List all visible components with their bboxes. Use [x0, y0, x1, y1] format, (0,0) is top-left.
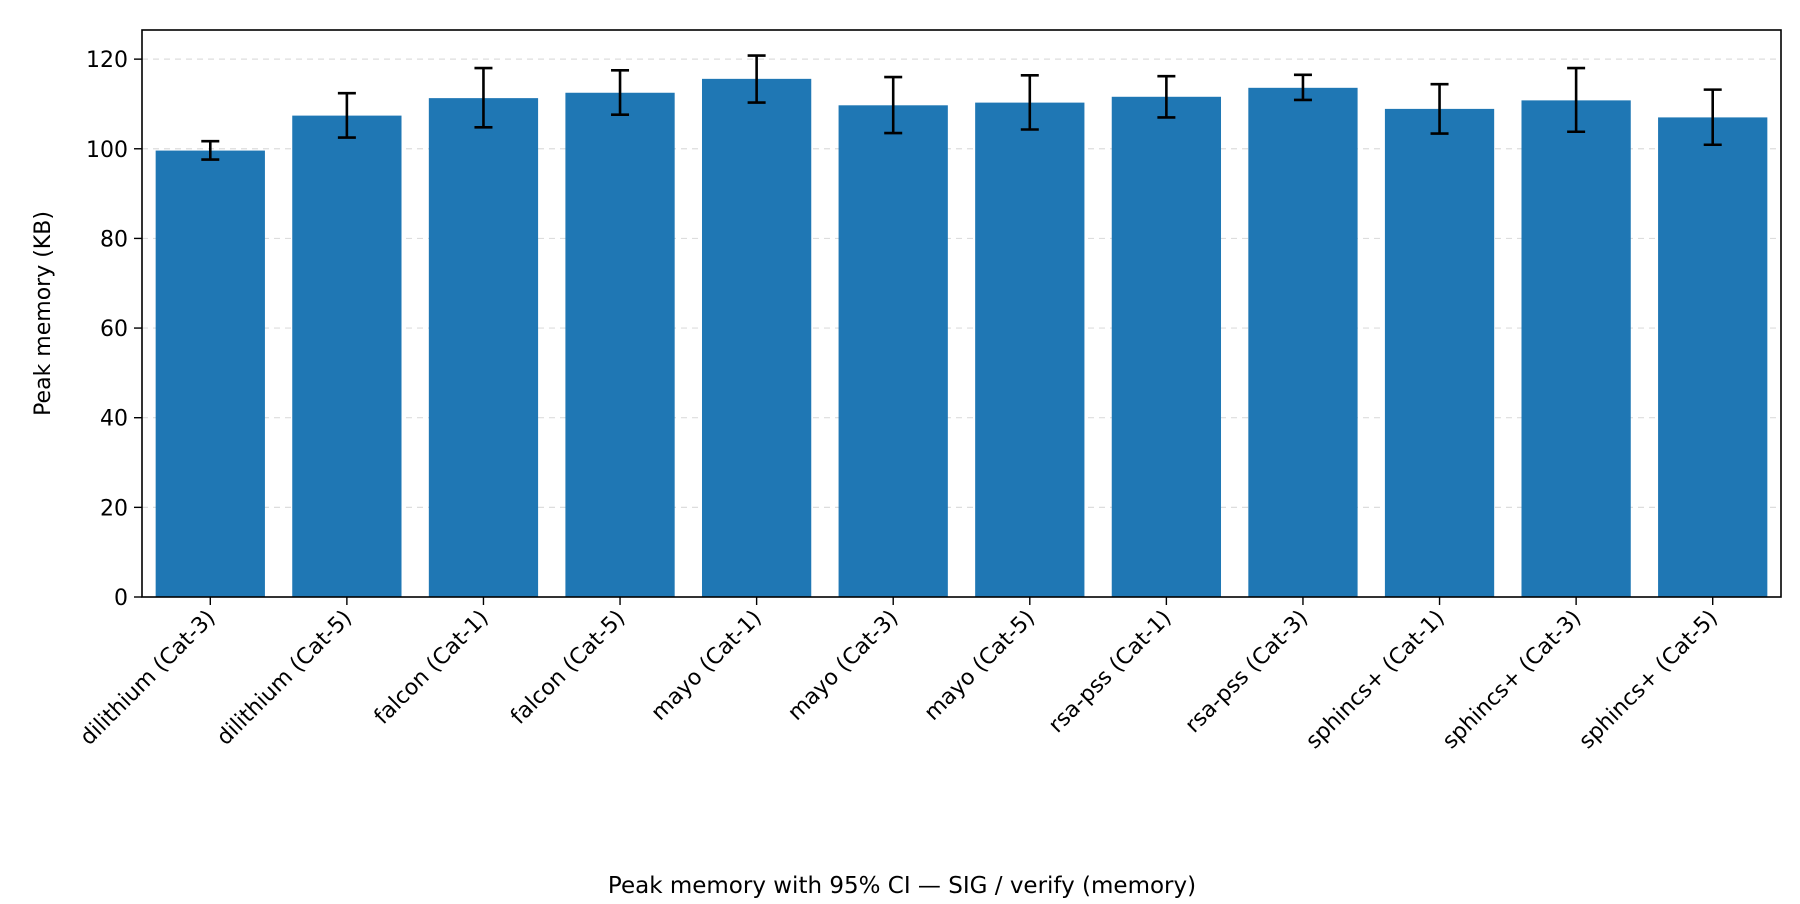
bar	[1248, 87, 1358, 597]
bars	[155, 78, 1768, 598]
bar	[1111, 96, 1222, 598]
chart-caption: Peak memory with 95% CI — SIG / verify (…	[608, 873, 1196, 899]
x-tick-label: falcon (Cat-5)	[506, 606, 630, 730]
bar	[428, 98, 539, 598]
y-tick-label: 100	[86, 138, 128, 163]
y-tick-label: 0	[114, 586, 128, 611]
x-tick-label: mayo (Cat-1)	[647, 606, 767, 726]
grid-lines	[142, 58, 1781, 508]
y-tick-label: 40	[100, 407, 128, 432]
bar	[1521, 100, 1631, 597]
x-tick-label: falcon (Cat-1)	[370, 606, 494, 730]
x-tick-label: rsa-pss (Cat-1)	[1044, 606, 1177, 739]
y-tick-label: 60	[100, 317, 128, 342]
y-tick-label: 80	[100, 227, 128, 252]
y-axis-label: Peak memory (KB)	[31, 211, 56, 416]
y-tick-label: 20	[100, 496, 128, 521]
bar	[701, 78, 812, 597]
bar	[1658, 117, 1768, 597]
bar	[838, 105, 948, 598]
y-axis: 0 20 40 60 80 100 120	[86, 48, 142, 611]
bar	[1384, 108, 1495, 597]
x-tick-label: mayo (Cat-3)	[783, 606, 903, 726]
bar	[565, 92, 675, 598]
x-tick-label: sphincs+ (Cat-1)	[1301, 606, 1449, 754]
x-tick-label: sphincs+ (Cat-5)	[1574, 606, 1722, 754]
bar	[975, 102, 1085, 598]
x-axis: dilithium (Cat-3)dilithium (Cat-5) falcon…	[76, 597, 1723, 754]
x-tick-label: mayo (Cat-5)	[920, 606, 1040, 726]
x-tick-label: dilithium (Cat-3)	[76, 606, 221, 751]
plot-frame	[141, 29, 1782, 598]
x-tick-label: dilithium (Cat-5)	[212, 606, 357, 751]
error-bars	[201, 54, 1722, 161]
bar	[155, 150, 265, 598]
y-tick-label: 120	[86, 48, 128, 73]
x-tick-label: sphincs+ (Cat-3)	[1438, 606, 1586, 754]
x-tick-label: rsa-pss (Cat-3)	[1181, 606, 1314, 739]
bar	[292, 115, 402, 597]
